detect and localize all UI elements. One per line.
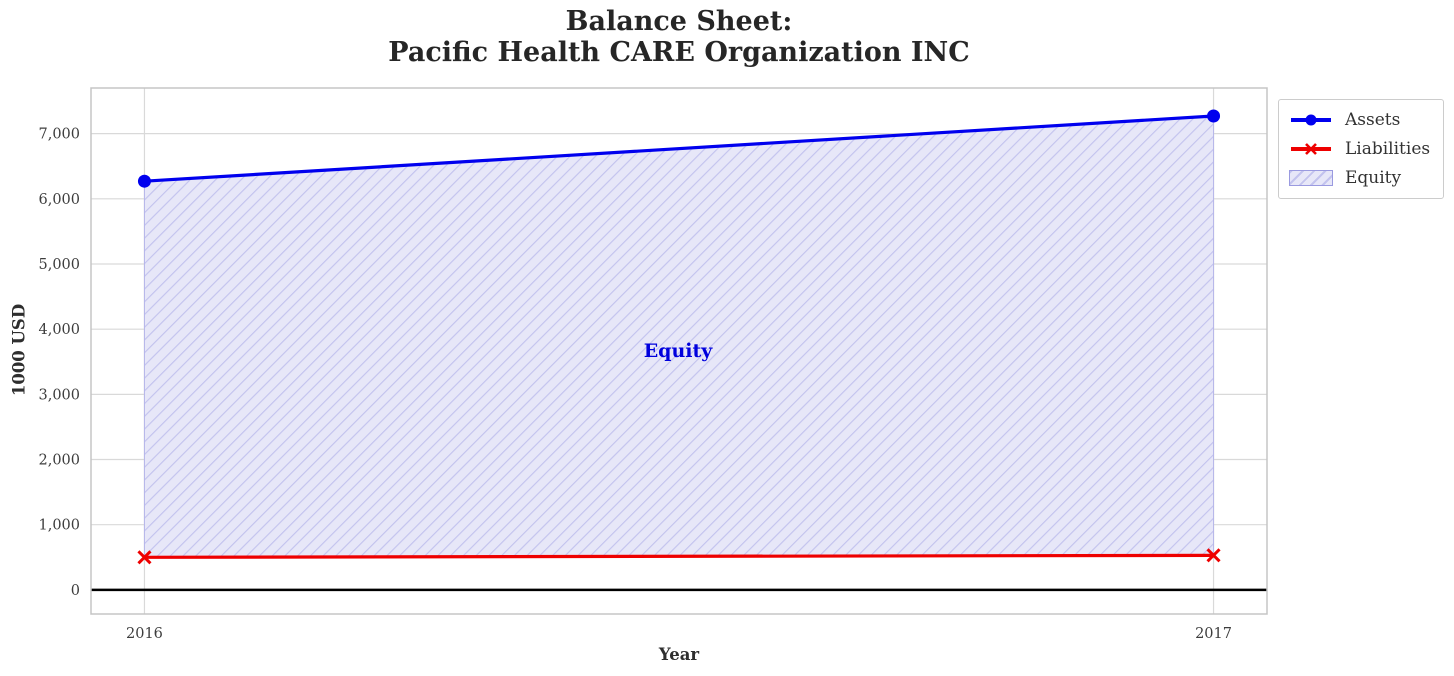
x-tick-label: 2016 [126, 626, 163, 642]
equity-area-label: Equity [643, 340, 713, 362]
legend-item-assets: Assets [1289, 108, 1433, 132]
y-tick-label: 6,000 [38, 192, 80, 208]
x-axis-label: Year [658, 645, 700, 664]
series-markers-assets [137, 109, 1221, 188]
y-axis-label: 1000 USD [9, 303, 29, 397]
chart-title-line1: Balance Sheet: [565, 6, 793, 37]
assets-line-icon [1289, 111, 1333, 129]
y-tick-label: 7,000 [38, 127, 80, 143]
y-tick-label: 5,000 [38, 257, 80, 273]
legend-label-equity: Equity [1345, 168, 1402, 188]
x-tick-label: 2017 [1195, 626, 1232, 642]
series-markers-liabilities [137, 548, 1221, 565]
legend-label-liabilities: Liabilities [1345, 139, 1431, 159]
y-tick-label: 4,000 [38, 322, 80, 338]
legend-label-assets: Assets [1345, 110, 1401, 130]
legend-item-liabilities: Liabilities [1289, 137, 1433, 161]
liabilities-line-icon [1289, 140, 1333, 158]
series-line-liabilities [144, 553, 1214, 559]
chart-title-line2: Pacific Health CARE Organization INC [388, 37, 970, 68]
series-line-assets [144, 114, 1214, 183]
y-tick-label: 3,000 [38, 387, 80, 403]
chart-title: Balance Sheet: Pacific Health CARE Organ… [91, 6, 1267, 68]
equity-patch-icon [1289, 169, 1333, 187]
legend-item-equity: Equity [1289, 166, 1433, 190]
equity-area [143, 115, 1215, 558]
y-tick-label: 1,000 [38, 518, 80, 534]
plot-border [90, 87, 1268, 615]
y-tick-label: 2,000 [38, 453, 80, 469]
tick-labels: 0 1,000 2,000 3,000 4,000 5,000 6,000 7,000 2016… [38, 127, 1232, 642]
legend: Assets Liabilities Equity [1278, 99, 1444, 199]
y-tick-label: 0 [71, 583, 80, 599]
